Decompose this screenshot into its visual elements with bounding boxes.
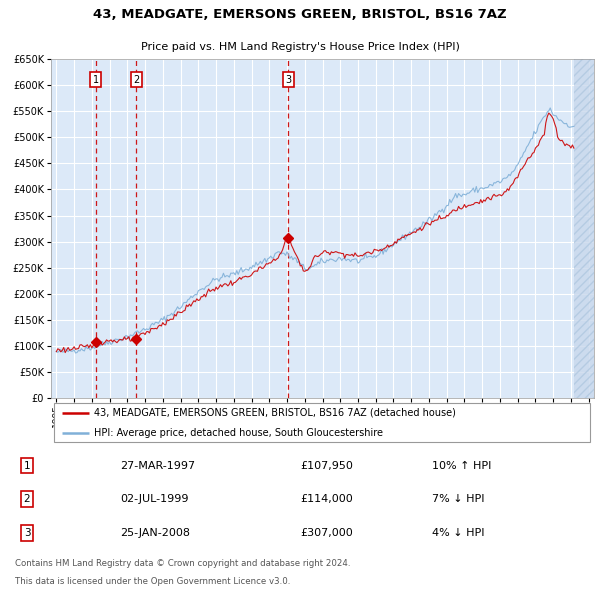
Text: 4% ↓ HPI: 4% ↓ HPI: [432, 527, 485, 537]
FancyBboxPatch shape: [54, 403, 590, 442]
Text: £107,950: £107,950: [300, 461, 353, 471]
Text: 2: 2: [133, 75, 139, 85]
Text: Price paid vs. HM Land Registry's House Price Index (HPI): Price paid vs. HM Land Registry's House …: [140, 42, 460, 52]
Text: HPI: Average price, detached house, South Gloucestershire: HPI: Average price, detached house, Sout…: [94, 428, 383, 438]
Text: 1: 1: [93, 75, 99, 85]
Text: 1: 1: [23, 461, 31, 471]
Text: 43, MEADGATE, EMERSONS GREEN, BRISTOL, BS16 7AZ (detached house): 43, MEADGATE, EMERSONS GREEN, BRISTOL, B…: [94, 408, 457, 418]
Text: 02-JUL-1999: 02-JUL-1999: [120, 494, 188, 504]
Text: Contains HM Land Registry data © Crown copyright and database right 2024.: Contains HM Land Registry data © Crown c…: [15, 559, 350, 568]
Text: £114,000: £114,000: [300, 494, 353, 504]
Text: 7% ↓ HPI: 7% ↓ HPI: [432, 494, 485, 504]
Text: 3: 3: [23, 527, 31, 537]
Text: £307,000: £307,000: [300, 527, 353, 537]
Text: 10% ↑ HPI: 10% ↑ HPI: [432, 461, 491, 471]
Text: 43, MEADGATE, EMERSONS GREEN, BRISTOL, BS16 7AZ: 43, MEADGATE, EMERSONS GREEN, BRISTOL, B…: [93, 8, 507, 21]
Text: 2: 2: [23, 494, 31, 504]
Text: 27-MAR-1997: 27-MAR-1997: [120, 461, 195, 471]
Bar: [574, 59, 594, 398]
Text: This data is licensed under the Open Government Licence v3.0.: This data is licensed under the Open Gov…: [15, 577, 290, 586]
Text: 3: 3: [285, 75, 292, 85]
Text: 25-JAN-2008: 25-JAN-2008: [120, 527, 190, 537]
